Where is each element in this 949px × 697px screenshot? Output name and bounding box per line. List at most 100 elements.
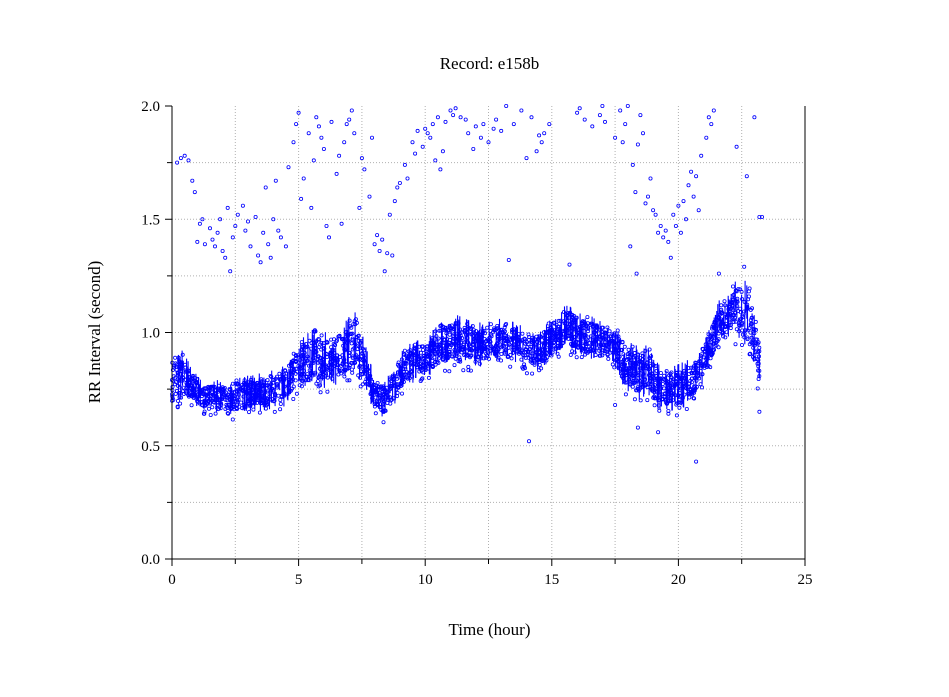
rr-outlier-point (638, 113, 643, 118)
rr-point (316, 354, 321, 359)
rr-point (646, 381, 651, 386)
rr-point (426, 375, 431, 380)
rr-outlier-point (382, 269, 387, 274)
rr-outlier-point (689, 169, 694, 174)
rr-point (291, 396, 296, 401)
rr-outlier-point (643, 201, 648, 206)
rr-point (598, 353, 603, 358)
rr-point (556, 354, 561, 359)
rr-point (638, 398, 643, 403)
rr-point (204, 399, 209, 404)
rr-point (450, 349, 455, 354)
rr-outlier-point (451, 113, 456, 118)
rr-point (742, 309, 747, 314)
rr-point (491, 347, 496, 352)
rr-point (202, 409, 207, 414)
rr-point (448, 345, 453, 350)
rr-point (174, 380, 179, 385)
rr-point (586, 349, 591, 354)
rr-outlier-point (410, 140, 415, 145)
rr-outlier-point (504, 104, 509, 109)
rr-outlier-point (630, 162, 635, 167)
rr-point (509, 356, 514, 361)
rr-point (230, 381, 235, 386)
rr-point (457, 355, 462, 360)
rr-outlier-point (347, 117, 352, 122)
rr-point (345, 378, 350, 383)
rr-point (524, 340, 529, 345)
rr-outlier-point (306, 131, 311, 136)
rr-point (745, 335, 750, 340)
rr-outlier-point (567, 262, 572, 267)
rr-point (509, 330, 514, 335)
rr-point (278, 401, 283, 406)
rr-outlier-point (311, 158, 316, 163)
rr-point (265, 378, 270, 383)
rr-point (373, 411, 378, 416)
rr-point (356, 334, 361, 339)
rr-point (436, 356, 441, 361)
rr-point (735, 309, 740, 314)
rr-outlier-point (228, 269, 233, 274)
rr-outlier-point (256, 253, 261, 258)
rr-point (485, 325, 490, 330)
rr-outlier-point (428, 135, 433, 140)
rr-outlier-point (294, 122, 299, 127)
rr-point (420, 376, 425, 381)
rr-outlier-point (547, 122, 552, 127)
rr-point (175, 398, 180, 403)
rr-point (394, 374, 399, 379)
rr-point (488, 322, 493, 327)
rr-outlier-point (405, 176, 410, 181)
rr-point (442, 368, 447, 373)
rr-point (433, 359, 438, 364)
rr-outlier-point (653, 212, 658, 217)
rr-point (224, 395, 229, 400)
rr-point (291, 351, 296, 356)
rr-point (740, 328, 745, 333)
rr-outlier-point (309, 205, 314, 210)
rr-point (570, 349, 575, 354)
rr-point (347, 378, 352, 383)
rr-point (291, 384, 296, 389)
rr-outlier-point (711, 108, 716, 113)
rr-point (612, 365, 617, 370)
x-tick-label: 0 (168, 572, 176, 588)
rr-outlier-point (511, 122, 516, 127)
rr-outlier-point (210, 237, 215, 242)
rr-point (585, 315, 590, 320)
rr-outlier-point (673, 223, 678, 228)
rr-outlier-point (367, 194, 372, 199)
rr-outlier-point (344, 122, 349, 127)
rr-point (329, 345, 334, 350)
rr-outlier-point (192, 190, 197, 195)
rr-point (594, 327, 599, 332)
rr-point (294, 391, 299, 396)
rr-point (568, 352, 573, 357)
rr-outlier-point (663, 228, 668, 233)
rr-point (669, 370, 674, 375)
rr-point (283, 368, 288, 373)
rr-outlier-point (175, 160, 180, 165)
rr-point (406, 355, 411, 360)
rr-point (525, 345, 530, 350)
rr-point (738, 287, 743, 292)
rr-outlier-point (529, 115, 534, 120)
rr-point (460, 330, 465, 335)
rr-outlier-point (349, 108, 354, 113)
rr-point (350, 361, 355, 366)
rr-outlier-point (261, 230, 266, 235)
rr-outlier-point (253, 214, 258, 219)
rr-point (566, 336, 571, 341)
rr-outlier-point (681, 199, 686, 204)
rr-point (652, 403, 657, 408)
rr-point (606, 356, 611, 361)
rr-point (664, 369, 669, 374)
rr-point (278, 397, 283, 402)
rr-point (299, 384, 304, 389)
rr-point (277, 371, 282, 376)
rr-point (502, 350, 507, 355)
rr-point (534, 334, 539, 339)
rr-outlier-point (420, 144, 425, 149)
rr-outlier-point (494, 117, 499, 122)
